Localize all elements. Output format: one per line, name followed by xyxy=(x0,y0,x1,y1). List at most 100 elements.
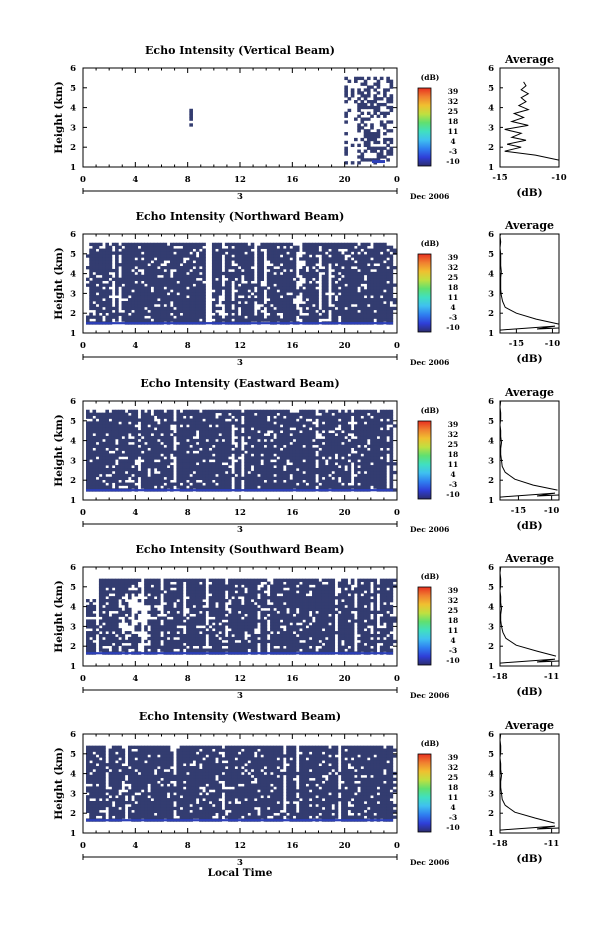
heatmap-cell xyxy=(140,412,145,416)
heatmap-cell xyxy=(205,479,210,483)
heatmap-cell xyxy=(121,303,126,308)
heatmap-cell xyxy=(289,470,294,475)
heatmap-cell xyxy=(127,318,132,322)
heatmap-cell xyxy=(341,309,345,314)
heatmap-cell xyxy=(273,430,277,434)
heatmap-cell xyxy=(147,257,151,261)
heatmap-cell xyxy=(286,441,290,446)
heatmap-cell xyxy=(92,409,97,414)
heatmap-cell xyxy=(289,453,294,457)
heatmap-cell xyxy=(202,300,206,305)
heatmap-cell xyxy=(231,473,235,478)
heatmap-cell xyxy=(312,271,316,276)
heatmap-cell xyxy=(295,415,300,419)
heatmap-cell xyxy=(257,450,261,454)
heatmap-cell xyxy=(295,292,300,296)
heatmap-cell xyxy=(237,289,242,293)
heatmap-cell xyxy=(270,485,274,489)
heatmap-cell xyxy=(344,280,348,284)
heatmap-cell xyxy=(289,438,294,443)
heatmap-cell xyxy=(115,476,119,481)
heatmap-cell xyxy=(147,459,151,463)
heatmap-cell xyxy=(89,430,93,434)
heatmap-cell xyxy=(105,251,110,255)
heatmap-cell xyxy=(331,298,336,302)
heatmap-cell xyxy=(176,277,181,281)
heatmap-cell xyxy=(108,616,113,620)
heatmap-cell xyxy=(376,280,381,284)
heatmap-cell xyxy=(118,415,122,419)
heatmap-cell xyxy=(370,427,374,431)
heatmap-cell xyxy=(202,266,206,270)
x-tick-label: 20 xyxy=(339,175,351,185)
heatmap-cell xyxy=(337,470,342,475)
heatmap-cell xyxy=(137,298,142,302)
heatmap-cell xyxy=(127,289,132,293)
heatmap-cell xyxy=(202,268,206,273)
heatmap-cell xyxy=(337,450,342,454)
heatmap-cell xyxy=(182,453,187,457)
heatmap-cell xyxy=(169,318,174,322)
heatmap-cell xyxy=(282,248,287,252)
heatmap-cell xyxy=(89,257,93,261)
heatmap-cell xyxy=(324,257,329,261)
heatmap-cell xyxy=(279,306,284,311)
heatmap-cell xyxy=(357,430,361,434)
heatmap-cell xyxy=(292,433,297,437)
heatmap-cell xyxy=(276,476,281,481)
heatmap-cell xyxy=(386,462,390,466)
heatmap-cell xyxy=(166,450,171,454)
heatmap-cell xyxy=(279,277,284,281)
heatmap-cell xyxy=(266,441,271,446)
heatmap-cell xyxy=(302,268,306,273)
heatmap-cell xyxy=(160,254,164,258)
heatmap-cell xyxy=(286,467,290,472)
heatmap-cell xyxy=(224,274,229,279)
heatmap-cell xyxy=(344,309,348,314)
heatmap-cell xyxy=(257,409,261,414)
heatmap-cell xyxy=(228,248,232,252)
heatmap-cell xyxy=(334,482,339,486)
heatmap-cell xyxy=(182,433,187,437)
heatmap-cell xyxy=(244,415,248,419)
panel-4: Echo Intensity (Southward Beam)123456Hei… xyxy=(53,543,560,701)
heatmap-cell xyxy=(321,453,326,457)
heatmap-cell xyxy=(321,303,326,308)
heatmap-cell xyxy=(344,76,348,81)
heatmap-cell xyxy=(199,298,203,302)
heatmap-cell xyxy=(379,306,384,311)
heatmap-cell xyxy=(276,482,281,486)
heatmap-cell xyxy=(383,435,387,440)
heatmap-cell xyxy=(347,435,352,440)
heatmap-cell xyxy=(357,418,361,422)
heatmap-cell xyxy=(334,289,339,293)
heatmap-cell xyxy=(292,444,297,448)
heatmap-cell xyxy=(376,470,381,475)
heatmap-cell xyxy=(150,476,155,481)
heatmap-cell xyxy=(86,479,90,483)
heatmap-cell xyxy=(211,412,216,416)
heatmap-cell xyxy=(224,412,229,416)
heatmap-cell xyxy=(221,450,226,454)
heatmap-cell xyxy=(282,292,287,296)
heatmap-cell xyxy=(102,268,106,273)
heatmap-cell xyxy=(247,274,252,279)
heatmap-cell xyxy=(379,263,384,267)
heatmap-cell xyxy=(360,467,365,472)
heatmap-cell xyxy=(189,450,193,454)
heatmap-cell xyxy=(105,470,110,475)
heatmap-cell xyxy=(337,303,342,308)
heatmap-cell xyxy=(108,625,113,629)
heatmap-cell xyxy=(111,421,116,425)
heatmap-cell xyxy=(205,435,210,440)
heatmap-cell xyxy=(363,97,368,101)
heatmap-cell xyxy=(92,280,97,284)
heatmap-cell xyxy=(331,482,336,486)
heatmap-cell xyxy=(379,292,384,296)
heatmap-cell xyxy=(176,303,181,308)
heatmap-cell xyxy=(179,318,184,322)
heatmap-cell xyxy=(370,105,374,110)
heatmap-cell xyxy=(153,295,158,299)
heatmap-cell xyxy=(218,462,223,466)
